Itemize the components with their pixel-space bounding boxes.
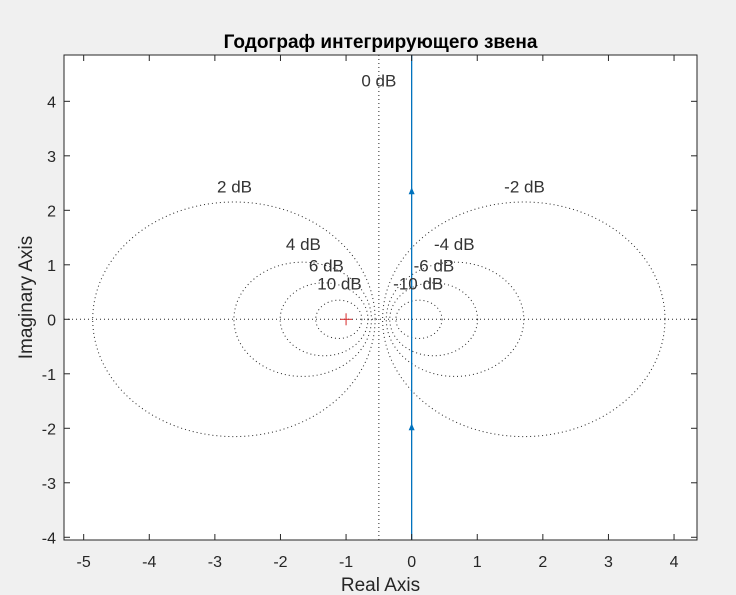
y-axis-label: Imaginary Axis — [16, 236, 37, 360]
direction-arrow — [408, 187, 415, 195]
x-tick-label: 0 — [407, 554, 416, 571]
plot-area — [64, 55, 697, 540]
db-label: 0 dB — [361, 72, 396, 91]
x-tick-label: -5 — [77, 554, 91, 571]
y-tick-label: 3 — [47, 149, 56, 166]
m-circle — [233, 261, 372, 377]
db-label: 2 dB — [217, 177, 252, 196]
db-label: 10 dB — [317, 274, 361, 293]
y-tick-label: -3 — [42, 476, 56, 493]
m-circle — [385, 261, 525, 377]
db-labels: 2 dB -2 dB 4 dB -4 dB 6 dB -6 dB 10 dB -10 dB 0 … — [217, 72, 545, 294]
db-label: -6 dB — [414, 256, 455, 275]
x-tick-label: 4 — [670, 554, 679, 571]
db-label: -2 dB — [504, 177, 545, 196]
db-label: -10 dB — [393, 274, 443, 293]
m-circle — [92, 201, 376, 438]
x-tick-label: -1 — [339, 554, 353, 571]
x-tick-label: -4 — [142, 554, 156, 571]
db-label: 6 dB — [309, 256, 344, 275]
y-tick-label: -2 — [42, 421, 56, 438]
x-tick-label: 3 — [604, 554, 613, 571]
m-circle — [395, 299, 443, 339]
m-circles — [64, 55, 697, 540]
db-label: -4 dB — [434, 235, 475, 254]
y-tick-label: -1 — [42, 367, 56, 384]
x-axis-label: Real Axis — [341, 575, 420, 595]
y-tick-label: 4 — [47, 94, 56, 111]
series — [340, 55, 415, 540]
direction-arrow — [408, 423, 415, 431]
db-label: 4 dB — [286, 235, 321, 254]
x-tick-label: 2 — [538, 554, 547, 571]
m-circle — [315, 299, 363, 339]
y-tick-label: 0 — [47, 312, 56, 329]
y-tick-label: 2 — [47, 203, 56, 220]
m-circle — [389, 282, 479, 357]
m-circle — [279, 282, 369, 357]
axes-box — [63, 54, 698, 541]
x-tick-label: -2 — [273, 554, 287, 571]
y-tick-label: 1 — [47, 258, 56, 275]
y-tick-label: -4 — [42, 530, 56, 547]
chart-title: Годограф интегрирующего звена — [224, 32, 538, 53]
ticks: -5 -4 -3 -2 -1 0 1 2 3 4 -4 -3 -2 -1 0 1 2 3 4 — [42, 55, 697, 571]
x-tick-label: 1 — [473, 554, 482, 571]
x-tick-label: -3 — [208, 554, 222, 571]
